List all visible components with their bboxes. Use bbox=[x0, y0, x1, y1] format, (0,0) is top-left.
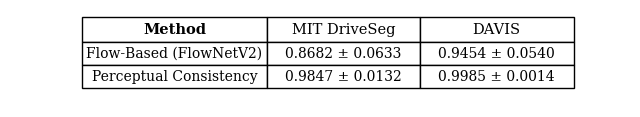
Bar bbox=[420, 17, 573, 42]
Text: 0.9985 ± 0.0014: 0.9985 ± 0.0014 bbox=[438, 69, 555, 84]
Bar bbox=[267, 17, 420, 42]
Bar bbox=[83, 42, 267, 65]
Text: 0.8682 ± 0.0633: 0.8682 ± 0.0633 bbox=[285, 47, 401, 61]
Text: 0.9454 ± 0.0540: 0.9454 ± 0.0540 bbox=[438, 47, 555, 61]
Text: DAVIS: DAVIS bbox=[473, 23, 521, 37]
Text: MIT DriveSeg: MIT DriveSeg bbox=[292, 23, 395, 37]
Bar bbox=[83, 65, 267, 88]
Text: Flow-Based (FlowNetV2): Flow-Based (FlowNetV2) bbox=[86, 47, 262, 61]
Text: Perceptual Consistency: Perceptual Consistency bbox=[92, 69, 257, 84]
Text: Method: Method bbox=[143, 23, 206, 37]
Bar bbox=[420, 65, 573, 88]
Bar bbox=[83, 17, 267, 42]
Bar bbox=[267, 42, 420, 65]
Bar bbox=[420, 42, 573, 65]
Bar bbox=[267, 65, 420, 88]
Text: 0.9847 ± 0.0132: 0.9847 ± 0.0132 bbox=[285, 69, 402, 84]
